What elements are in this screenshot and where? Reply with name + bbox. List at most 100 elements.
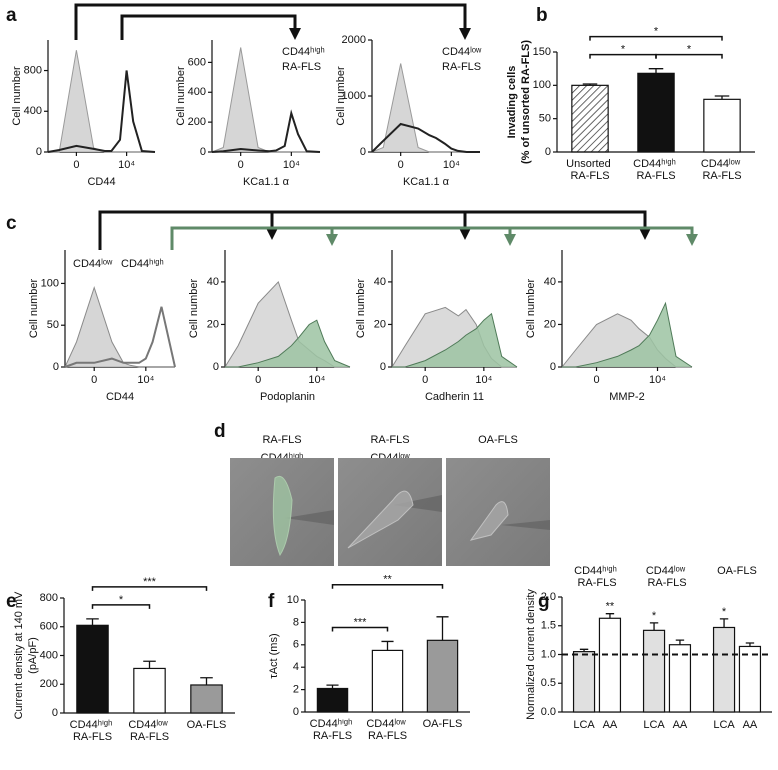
- significance-label: **: [383, 574, 392, 586]
- bar: [703, 98, 741, 153]
- y-axis-label: Normalized current density: [525, 589, 537, 720]
- x-axis-label: Cadherin 11: [425, 391, 484, 403]
- significance-label: *: [722, 606, 727, 618]
- annotation: CD44ˡᵒʷ: [442, 46, 482, 58]
- histogram-area: [48, 50, 155, 153]
- y-tick-label: 100: [533, 79, 551, 91]
- error-bar: [605, 613, 615, 619]
- y-tick-label: 20: [544, 318, 556, 330]
- y-axis-label: (% of unsorted RA-FLS): [520, 40, 532, 164]
- annotation: RA-FLS: [442, 61, 481, 73]
- histogram-area: [392, 312, 518, 368]
- x-tick-label: CD44ˡᵒʷ RA-FLS: [366, 718, 408, 742]
- error-bar: [143, 660, 156, 669]
- y-tick-label: 150: [533, 46, 551, 58]
- error-bar: [436, 616, 449, 641]
- histogram-area: [371, 63, 480, 153]
- y-axis-label: Cell number: [355, 279, 367, 339]
- significance-label: **: [606, 601, 615, 613]
- y-tick-label: 0: [53, 361, 59, 373]
- bar: [190, 684, 223, 714]
- x-tick-label: 0: [593, 374, 599, 386]
- legend-label: CD44ʰⁱᵍʰ: [121, 258, 164, 270]
- y-tick-label: 50: [539, 113, 551, 125]
- y-tick-label: 6: [293, 639, 299, 651]
- panel-label: b: [536, 5, 548, 26]
- significance-bracket: [331, 584, 444, 589]
- error-bar: [381, 640, 394, 651]
- x-tick-label: LCA: [643, 719, 665, 731]
- y-tick-label: 600: [188, 56, 206, 68]
- bar: [712, 626, 736, 713]
- cell: [347, 490, 414, 549]
- image-label: OA-FLS: [478, 434, 518, 446]
- histogram-area: [211, 47, 320, 153]
- y-axis-label: (pA/pF): [27, 637, 39, 674]
- panel-label: a: [6, 5, 17, 26]
- histogram-area: [64, 285, 175, 368]
- panel-label: d: [214, 421, 226, 442]
- bar: [738, 645, 762, 713]
- y-tick-label: 8: [293, 616, 299, 628]
- y-tick-label: 200: [188, 116, 206, 128]
- y-tick-label: 50: [47, 319, 59, 331]
- y-tick-label: 0: [380, 361, 386, 373]
- x-tick-label: 10⁴: [443, 159, 460, 171]
- histogram-line: [64, 306, 176, 368]
- group-label: OA-FLS: [717, 565, 757, 577]
- y-tick-label: 1.5: [541, 620, 556, 632]
- error-bar: [719, 618, 729, 628]
- x-tick-label: 0: [73, 159, 79, 171]
- annotation: CD44ʰⁱᵍʰ: [282, 46, 325, 58]
- cell: [469, 501, 509, 541]
- error-bar: [86, 618, 99, 626]
- y-axis-label: Cell number: [188, 279, 200, 339]
- panel-label: e: [6, 591, 17, 612]
- error-bar: [714, 95, 730, 100]
- error-bar: [649, 622, 659, 631]
- y-axis-label: τAct (ms): [268, 633, 280, 678]
- image-label: RA-FLS: [370, 434, 409, 446]
- x-tick-label: 0: [422, 374, 428, 386]
- y-tick-label: 100: [41, 277, 59, 289]
- significance-label: *: [687, 44, 692, 56]
- x-tick-label: CD44ʰⁱᵍʰ RA-FLS: [633, 158, 679, 182]
- x-axis-label: CD44: [106, 391, 134, 403]
- x-tick-label: CD44ˡᵒʷ RA-FLS: [701, 158, 743, 182]
- x-axis-label: CD44: [87, 176, 115, 188]
- x-tick-label: 0: [91, 374, 97, 386]
- panel-label: f: [268, 591, 275, 612]
- error-bar: [675, 639, 685, 645]
- x-tick-label: 10⁴: [118, 159, 135, 171]
- y-axis-label: Invading cells: [506, 66, 518, 139]
- x-tick-label: 10⁴: [649, 374, 666, 386]
- pipette: [501, 520, 550, 530]
- y-axis-label: Cell number: [11, 66, 23, 126]
- significance-bracket: [655, 53, 723, 59]
- error-bar: [582, 83, 598, 86]
- bar: [316, 687, 349, 713]
- bar: [637, 72, 675, 153]
- y-tick-label: 400: [40, 649, 58, 661]
- panel-label: g: [538, 591, 550, 612]
- y-tick-label: 0.5: [541, 677, 556, 689]
- annotation: RA-FLS: [282, 61, 321, 73]
- error-bar: [200, 677, 213, 685]
- y-tick-label: 800: [40, 592, 58, 604]
- x-tick-label: OA-FLS: [423, 718, 463, 730]
- x-tick-label: 10⁴: [137, 374, 154, 386]
- x-tick-label: 10⁴: [308, 374, 325, 386]
- y-tick-label: 600: [40, 621, 58, 633]
- histogram-line: [371, 122, 480, 153]
- y-tick-label: 10: [287, 594, 299, 606]
- histogram-area: [562, 301, 693, 368]
- y-tick-label: 20: [374, 318, 386, 330]
- histogram-line: [211, 109, 321, 153]
- x-tick-label: 10⁴: [283, 159, 300, 171]
- y-tick-label: 0: [200, 146, 206, 158]
- legend-label: CD44ˡᵒʷ: [73, 258, 113, 270]
- group-label: CD44ʰⁱᵍʰ RA-FLS: [574, 565, 620, 589]
- y-tick-label: 0: [545, 146, 551, 158]
- error-bar: [326, 684, 339, 689]
